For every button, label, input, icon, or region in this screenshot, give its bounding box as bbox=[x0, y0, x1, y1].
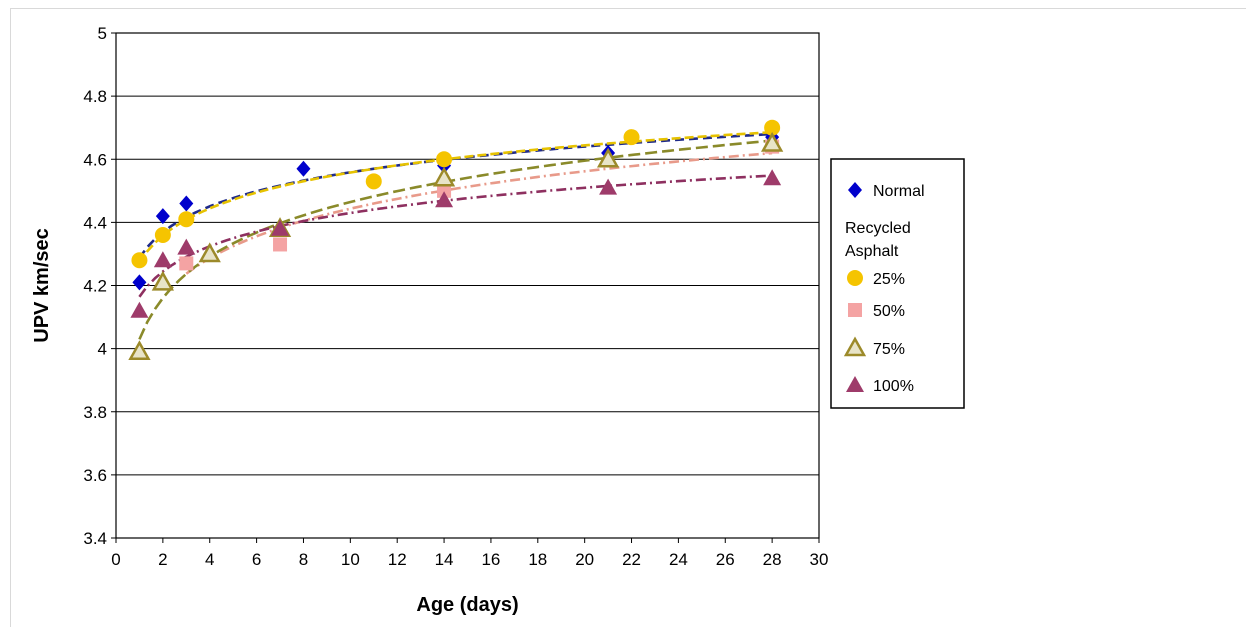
y-tick-label: 5 bbox=[98, 24, 107, 43]
data-point bbox=[177, 238, 196, 255]
y-axis-ticks: 3.4 3.6 3.8 4 4.2 4.4 4.6 4.8 5 bbox=[83, 24, 116, 548]
chart-frame bbox=[10, 8, 1246, 627]
x-tick-label: 8 bbox=[299, 550, 308, 569]
legend-marker bbox=[846, 376, 864, 392]
y-tick-label: 3.6 bbox=[83, 466, 107, 485]
legend-label: 50% bbox=[873, 303, 905, 320]
data-point bbox=[623, 129, 640, 146]
trend-line-50pct bbox=[185, 151, 773, 275]
x-tick-label: 18 bbox=[528, 550, 547, 569]
legend-label: 75% bbox=[873, 341, 905, 358]
legend-label: 25% bbox=[873, 271, 905, 288]
data-point bbox=[130, 301, 149, 318]
data-point bbox=[435, 191, 454, 208]
y-tick-label: 4.8 bbox=[83, 87, 107, 106]
data-point bbox=[596, 147, 620, 168]
data-point bbox=[760, 131, 784, 152]
data-point bbox=[179, 195, 194, 212]
data-point bbox=[763, 169, 782, 186]
x-tick-label: 0 bbox=[111, 550, 120, 569]
legend-marker bbox=[848, 303, 862, 317]
data-point bbox=[179, 256, 194, 271]
data-point bbox=[155, 208, 170, 225]
data-point bbox=[178, 211, 195, 228]
data-point bbox=[432, 166, 456, 187]
y-tick-label: 4.2 bbox=[83, 277, 107, 296]
legend-marker bbox=[848, 182, 862, 198]
x-tick-label: 24 bbox=[669, 550, 688, 569]
data-point bbox=[132, 274, 147, 291]
data-point bbox=[437, 183, 452, 198]
legend: Normal Recycled Asphalt 25% 50% 75% 100% bbox=[830, 158, 965, 409]
legend-heading: Recycled bbox=[845, 220, 911, 237]
data-point bbox=[273, 237, 288, 252]
y-tick-label: 4.6 bbox=[83, 150, 107, 169]
y-tick-label: 4 bbox=[98, 340, 107, 359]
legend-marker bbox=[847, 270, 863, 286]
data-point bbox=[154, 227, 171, 243]
legend-heading: Asphalt bbox=[845, 243, 899, 260]
data-point bbox=[365, 173, 382, 190]
trend-line-100pct bbox=[138, 174, 773, 298]
legend-label: 100% bbox=[873, 378, 914, 395]
data-point bbox=[153, 251, 172, 268]
trend-line-normal bbox=[138, 132, 773, 259]
data-markers bbox=[128, 119, 784, 361]
y-tick-label: 3.8 bbox=[83, 403, 107, 422]
data-point bbox=[128, 340, 151, 361]
x-axis-title: Age (days) bbox=[416, 594, 518, 616]
data-point bbox=[131, 252, 148, 269]
x-tick-label: 2 bbox=[158, 550, 167, 569]
data-point bbox=[296, 160, 311, 177]
legend-marker bbox=[843, 336, 867, 357]
x-tick-label: 28 bbox=[763, 550, 782, 569]
data-point bbox=[151, 270, 175, 291]
data-point bbox=[271, 219, 290, 236]
y-tick-label: 4.4 bbox=[83, 213, 107, 232]
data-point bbox=[436, 151, 453, 168]
x-tick-label: 22 bbox=[622, 550, 641, 569]
x-tick-label: 26 bbox=[716, 550, 735, 569]
trend-line-75pct bbox=[138, 139, 773, 340]
x-tick-label: 30 bbox=[810, 550, 829, 569]
y-axis-title: UPV km/sec bbox=[31, 228, 53, 343]
trend-lines bbox=[138, 130, 773, 340]
data-point bbox=[198, 242, 221, 263]
grid-lines bbox=[116, 32, 819, 539]
x-axis-ticks: 0 2 4 6 8 10 12 14 16 18 20 22 24 26 28 30 bbox=[111, 538, 828, 569]
data-point bbox=[764, 119, 781, 136]
x-tick-label: 20 bbox=[575, 550, 594, 569]
y-tick-label: 3.4 bbox=[83, 529, 107, 548]
legend-label: Normal bbox=[873, 183, 925, 200]
x-tick-label: 16 bbox=[481, 550, 500, 569]
x-tick-label: 10 bbox=[341, 550, 360, 569]
x-tick-label: 4 bbox=[205, 550, 214, 569]
x-tick-label: 14 bbox=[435, 550, 454, 569]
data-point bbox=[599, 178, 618, 195]
x-tick-label: 6 bbox=[252, 550, 261, 569]
x-tick-label: 12 bbox=[388, 550, 407, 569]
trend-line-25pct bbox=[138, 130, 773, 264]
